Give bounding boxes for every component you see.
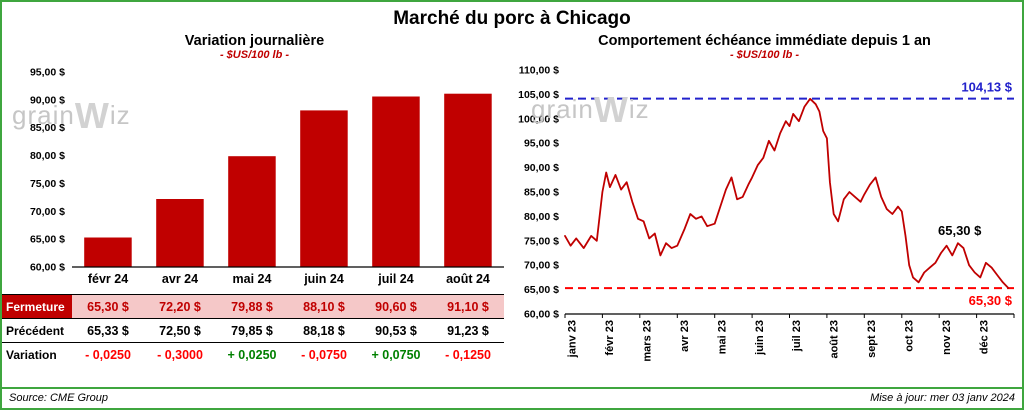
svg-text:60,00 $: 60,00 $ <box>524 309 559 321</box>
svg-text:75,00 $: 75,00 $ <box>524 235 559 247</box>
header: Marché du porc à Chicago <box>2 2 1022 30</box>
bar-chart-title: Variation journalière <box>184 33 325 49</box>
svg-text:95,00 $: 95,00 $ <box>524 138 559 150</box>
svg-text:févr 24: févr 24 <box>88 272 128 286</box>
svg-text:mars 23: mars 23 <box>642 320 654 362</box>
cell-variation: - 0,0250 <box>85 347 131 362</box>
threshold-label: 65,30 $ <box>969 293 1013 308</box>
svg-text:oct 23: oct 23 <box>904 320 916 352</box>
bar <box>300 110 348 268</box>
cell-precedent: 79,85 $ <box>231 323 273 338</box>
svg-text:90,00 $: 90,00 $ <box>524 162 559 174</box>
svg-text:févr 23: févr 23 <box>604 320 616 355</box>
cell-fermeture: 79,88 $ <box>216 294 288 319</box>
row-label-precedent: Précédent <box>6 323 65 338</box>
last-value-label: 65,30 $ <box>938 223 982 238</box>
bar <box>372 96 420 267</box>
line-chart: 60,00 $ 65,00 $ 70,00 $ 75,00 $ 80,00 $ 85,00… <box>518 65 1015 362</box>
cell-variation: - 0,1250 <box>445 347 491 362</box>
cell-variation: + 0,0750 <box>371 347 421 362</box>
row-label-variation: Variation <box>6 347 57 362</box>
bar <box>228 156 276 267</box>
table-row-precedent: Précédent 65,33 $ 72,50 $ 79,85 $ 88,18 … <box>2 318 504 343</box>
cell-precedent: 72,50 $ <box>159 323 201 338</box>
svg-text:65,00 $: 65,00 $ <box>524 284 559 296</box>
table-row-variation: Variation - 0,0250 - 0,3000 + 0,0250 - 0… <box>2 342 504 367</box>
footer: Source: CME Group Mise à jour: mer 03 ja… <box>2 387 1022 408</box>
charts-row: Variation journalière - $US/100 lb - gra… <box>2 30 1022 387</box>
svg-text:90,00 $: 90,00 $ <box>30 94 65 106</box>
svg-text:juil 24: juil 24 <box>377 272 413 286</box>
cell-variation: - 0,3000 <box>157 347 203 362</box>
bar <box>444 93 492 267</box>
cell-variation: - 0,0750 <box>301 347 347 362</box>
cell-fermeture: 72,20 $ <box>144 294 216 319</box>
cell-fermeture: 90,60 $ <box>360 294 432 319</box>
svg-text:95,00 $: 95,00 $ <box>30 67 65 79</box>
cell-fermeture: 88,10 $ <box>288 294 360 319</box>
svg-text:avr 23: avr 23 <box>679 320 691 352</box>
svg-text:nov 23: nov 23 <box>941 320 953 355</box>
bar <box>156 199 204 267</box>
svg-text:110,00 $: 110,00 $ <box>519 65 559 77</box>
svg-text:août 24: août 24 <box>446 272 490 286</box>
svg-text:mai 23: mai 23 <box>716 320 728 354</box>
svg-text:juil 23: juil 23 <box>791 320 803 352</box>
svg-text:85,00 $: 85,00 $ <box>524 187 559 199</box>
svg-text:70,00 $: 70,00 $ <box>524 260 559 272</box>
svg-text:105,00 $: 105,00 $ <box>518 89 559 101</box>
panel-echeance-immediate: Comportement échéance immédiate depuis 1… <box>507 30 1022 387</box>
values-table: Fermeture 65,30 $ 72,20 $ 79,88 $ 88,10 … <box>2 294 504 367</box>
cell-precedent: 90,53 $ <box>375 323 417 338</box>
svg-text:juin 24: juin 24 <box>303 272 344 286</box>
svg-text:100,00 $: 100,00 $ <box>518 113 559 125</box>
svg-text:60,00 $: 60,00 $ <box>30 262 65 274</box>
svg-text:80,00 $: 80,00 $ <box>30 150 65 162</box>
cell-variation: + 0,0250 <box>227 347 277 362</box>
svg-text:juin 23: juin 23 <box>754 320 766 356</box>
price-line <box>564 97 1010 289</box>
svg-text:65,00 $: 65,00 $ <box>30 234 65 246</box>
cell-precedent: 88,18 $ <box>303 323 345 338</box>
cell-fermeture: 91,10 $ <box>432 294 504 319</box>
svg-text:70,00 $: 70,00 $ <box>30 206 65 218</box>
source-label: Source: CME Group <box>9 392 109 404</box>
table-row-fermeture: Fermeture 65,30 $ 72,20 $ 79,88 $ 88,10 … <box>2 294 504 319</box>
bar-chart-subtitle: - $US/100 lb - <box>219 49 290 61</box>
svg-text:janv 23: janv 23 <box>567 320 579 358</box>
page-title: Marché du porc à Chicago <box>393 8 631 29</box>
line-chart-subtitle: - $US/100 lb - <box>729 49 800 61</box>
svg-text:85,00 $: 85,00 $ <box>30 122 65 134</box>
svg-text:75,00 $: 75,00 $ <box>30 178 65 190</box>
line-chart-title: Comportement échéance immédiate depuis 1… <box>598 33 931 49</box>
bar-chart: 60,00 $ 65,00 $ 70,00 $ 75,00 $ 80,00 $ 85,00… <box>30 67 504 286</box>
cell-fermeture: 65,30 $ <box>72 294 144 319</box>
svg-text:août 23: août 23 <box>829 320 841 359</box>
svg-text:avr 24: avr 24 <box>162 272 198 286</box>
cell-precedent: 91,23 $ <box>447 323 489 338</box>
svg-text:80,00 $: 80,00 $ <box>524 211 559 223</box>
updated-label: Mise à jour: mer 03 janv 2024 <box>870 392 1015 404</box>
row-label-fermeture: Fermeture <box>2 294 72 319</box>
panel-variation-journaliere: Variation journalière - $US/100 lb - gra… <box>2 30 507 387</box>
svg-text:sept 23: sept 23 <box>866 320 878 358</box>
svg-text:déc 23: déc 23 <box>978 320 990 354</box>
bar <box>84 237 132 267</box>
threshold-label: 104,13 $ <box>961 80 1012 95</box>
cell-precedent: 65,33 $ <box>87 323 129 338</box>
svg-text:mai 24: mai 24 <box>233 272 272 286</box>
